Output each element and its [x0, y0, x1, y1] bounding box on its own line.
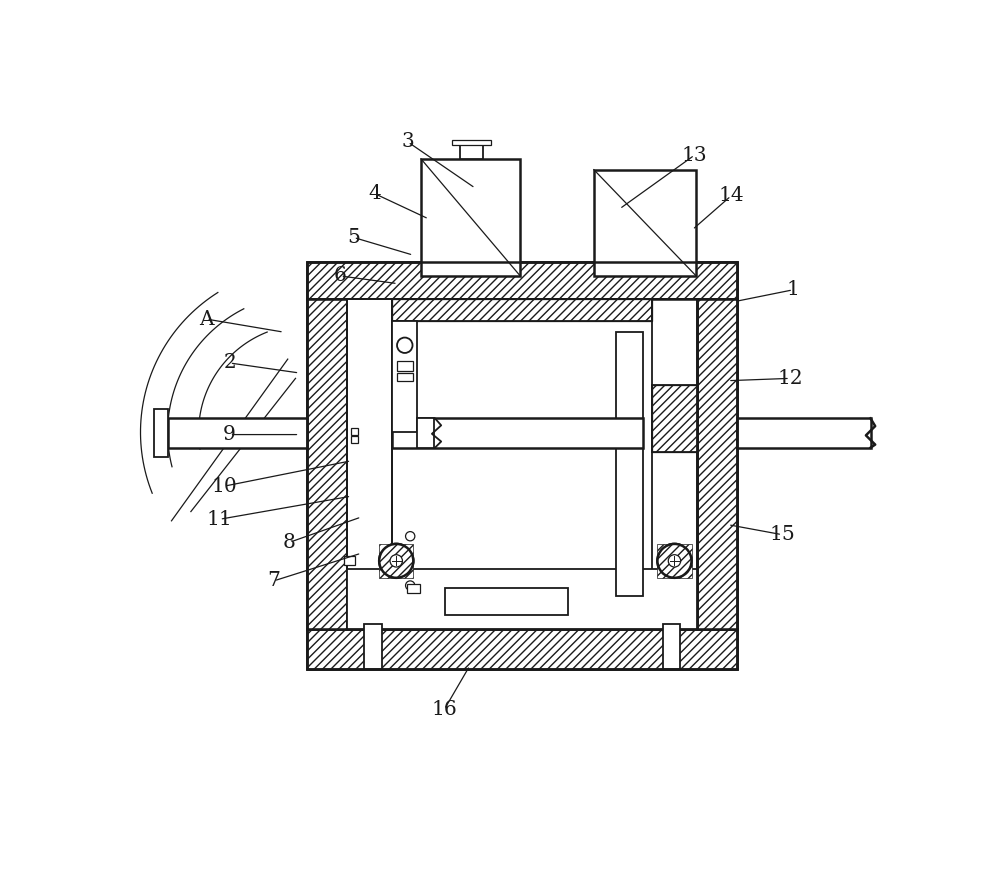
- Bar: [652, 385, 697, 452]
- Text: A: A: [199, 310, 214, 329]
- Circle shape: [406, 532, 415, 541]
- Bar: [307, 262, 737, 299]
- Bar: [307, 299, 347, 629]
- Text: 5: 5: [347, 228, 360, 247]
- Bar: [392, 299, 652, 321]
- Bar: [657, 544, 692, 578]
- Bar: [347, 299, 697, 629]
- Bar: [417, 418, 434, 448]
- Circle shape: [390, 555, 402, 567]
- Circle shape: [668, 555, 681, 567]
- Circle shape: [397, 337, 413, 353]
- Bar: [351, 436, 358, 443]
- Bar: [307, 629, 737, 669]
- Circle shape: [406, 581, 415, 591]
- Bar: [154, 409, 168, 457]
- Bar: [307, 262, 737, 669]
- Bar: [421, 159, 520, 276]
- Bar: [347, 299, 392, 629]
- Bar: [392, 299, 652, 321]
- Bar: [652, 385, 697, 452]
- Bar: [347, 299, 392, 629]
- Text: 2: 2: [223, 353, 236, 372]
- Bar: [663, 624, 680, 669]
- Bar: [392, 418, 643, 448]
- Circle shape: [657, 544, 692, 578]
- Bar: [697, 299, 737, 629]
- Bar: [347, 299, 392, 629]
- Bar: [737, 418, 871, 448]
- Bar: [616, 332, 643, 596]
- Text: 11: 11: [207, 510, 232, 528]
- Text: 12: 12: [777, 369, 803, 388]
- Bar: [652, 299, 697, 629]
- Text: 9: 9: [223, 425, 236, 444]
- Bar: [379, 544, 413, 578]
- Text: 15: 15: [769, 525, 795, 544]
- Bar: [168, 418, 307, 448]
- Text: 3: 3: [402, 132, 414, 152]
- Bar: [364, 624, 382, 669]
- Bar: [594, 170, 696, 276]
- Text: 6: 6: [334, 266, 347, 285]
- Bar: [397, 373, 413, 381]
- Bar: [452, 139, 491, 145]
- Bar: [347, 568, 697, 629]
- Text: 13: 13: [682, 146, 707, 164]
- Bar: [351, 428, 358, 434]
- Text: 4: 4: [368, 184, 381, 203]
- Bar: [460, 145, 483, 159]
- Circle shape: [379, 544, 413, 578]
- Bar: [397, 361, 413, 370]
- Bar: [407, 584, 420, 593]
- Bar: [392, 321, 417, 432]
- Text: 14: 14: [718, 186, 744, 205]
- Bar: [347, 299, 697, 629]
- Bar: [445, 588, 568, 614]
- Text: 1: 1: [787, 281, 799, 299]
- Bar: [307, 262, 737, 669]
- Text: 10: 10: [211, 477, 237, 496]
- Bar: [652, 299, 697, 629]
- Text: 16: 16: [431, 700, 457, 719]
- Text: 7: 7: [267, 571, 280, 591]
- Text: 8: 8: [283, 533, 296, 551]
- Bar: [344, 556, 355, 566]
